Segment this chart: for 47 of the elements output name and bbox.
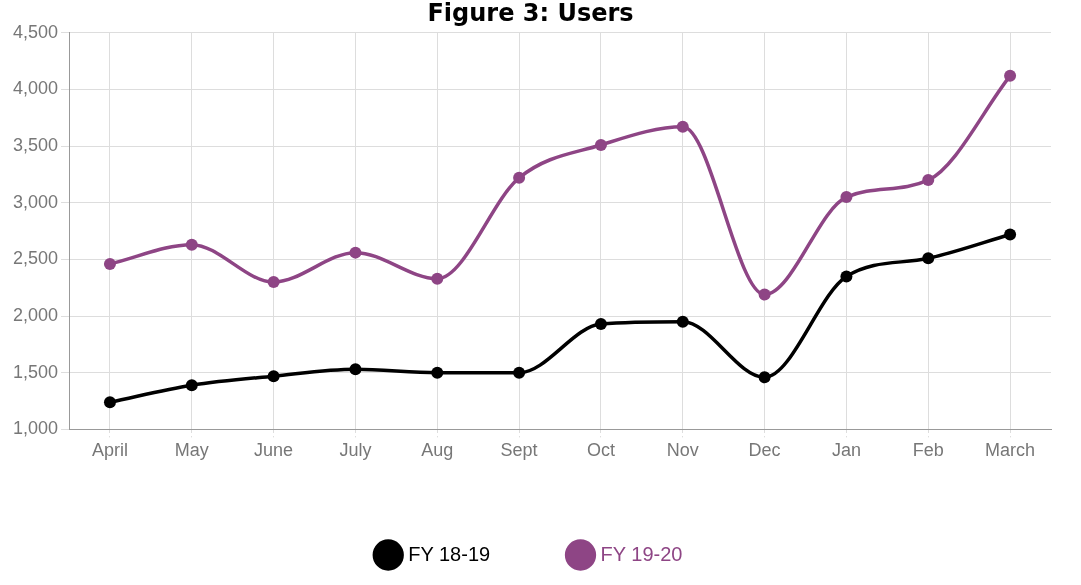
x-tick-label: Jan (831, 440, 861, 461)
legend-label: FY 19-20 (600, 542, 683, 565)
y-tick-label: 4,500 (13, 21, 59, 42)
y-tick-label: 3,000 (13, 191, 59, 212)
x-tick-label: Aug (421, 440, 454, 461)
x-tick-label: Dec (748, 440, 781, 461)
point (676, 315, 689, 328)
x-tick-label: Sept (500, 440, 538, 461)
point (840, 191, 853, 204)
y-tick-label: 1,000 (13, 418, 59, 439)
y-tick-label: 1,500 (13, 361, 59, 382)
x-tick-label: March (985, 440, 1036, 461)
x-tick-label: Oct (586, 440, 615, 461)
y-tick-label: 2,500 (13, 248, 59, 269)
point (594, 138, 607, 151)
point (103, 257, 116, 270)
point (758, 371, 771, 384)
point (758, 288, 771, 301)
x-tick-label: April (91, 440, 128, 461)
point (185, 238, 198, 251)
point (267, 276, 280, 289)
x-tick-label: July (339, 440, 372, 461)
point (431, 366, 444, 379)
point (1004, 69, 1017, 82)
point (267, 370, 280, 383)
point (1004, 228, 1017, 241)
point (103, 396, 116, 409)
point (594, 318, 607, 331)
point (676, 120, 689, 133)
point (349, 363, 362, 376)
point (922, 174, 935, 187)
point (922, 252, 935, 265)
point (513, 366, 526, 379)
x-tick-label: May (174, 440, 209, 461)
x-tick-label: June (254, 440, 294, 461)
y-tick-label: 4,000 (13, 78, 59, 99)
chart-title: Figure 3: Users (427, 0, 634, 27)
point (840, 270, 853, 283)
x-tick-label: Nov (666, 440, 699, 461)
x-tick-label: Feb (912, 440, 944, 461)
point (513, 171, 526, 184)
point (185, 379, 198, 392)
point (349, 246, 362, 259)
y-tick-label: 2,000 (13, 305, 59, 326)
y-tick-label: 3,500 (13, 135, 59, 156)
point (431, 272, 444, 285)
legend-label: FY 18-19 (408, 542, 491, 565)
